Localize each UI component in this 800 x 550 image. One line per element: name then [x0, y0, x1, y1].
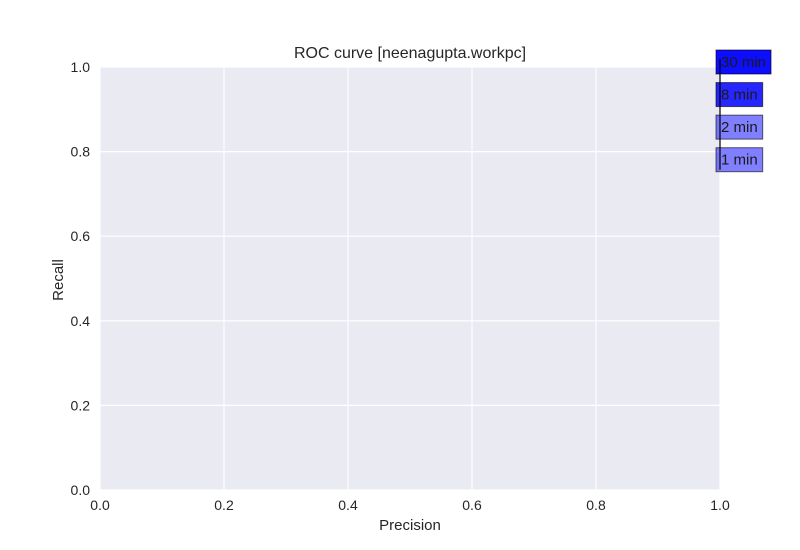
x-tick-label: 0.4 [338, 497, 358, 513]
y-tick-label: 0.6 [71, 228, 91, 244]
annotation-label: 2 min [715, 114, 764, 140]
annotation-label: 30 min [715, 49, 772, 75]
annotation-label: 1 min [715, 147, 764, 173]
chart-title: ROC curve [neenagupta.workpc] [294, 45, 526, 62]
x-tick-label: 0.8 [586, 497, 606, 513]
y-tick-label: 1.0 [71, 59, 91, 75]
y-tick-label: 0.2 [71, 397, 91, 413]
x-tick-label: 0.0 [90, 497, 110, 513]
annotation-text: 8 min [721, 87, 758, 104]
annotation-text: 1 min [721, 152, 758, 169]
y-tick-label: 0.0 [71, 482, 91, 498]
annotation-label: 8 min [715, 82, 764, 108]
x-axis-label: Precision [379, 517, 441, 534]
annotation-box [715, 49, 772, 75]
y-tick-label: 0.8 [71, 144, 91, 160]
annotation-box [715, 82, 764, 108]
annotation-labels: 30 min 8 min 2 min 1 min [715, 49, 772, 173]
y-tick-label: 0.4 [71, 313, 91, 329]
x-tick-labels: 0.0 0.2 0.4 0.6 0.8 1.0 [90, 497, 730, 513]
y-axis-label: Recall [50, 259, 67, 301]
annotation-box [715, 114, 764, 140]
annotation-text: 2 min [721, 119, 758, 136]
annotation-text: 30 min [721, 54, 766, 71]
annotation-box [715, 147, 764, 173]
y-tick-labels: 0.0 0.2 0.4 0.6 0.8 1.0 [71, 59, 91, 498]
x-tick-label: 0.6 [462, 497, 482, 513]
x-tick-label: 1.0 [710, 497, 730, 513]
plot-area [100, 67, 720, 490]
x-tick-label: 0.2 [214, 497, 234, 513]
